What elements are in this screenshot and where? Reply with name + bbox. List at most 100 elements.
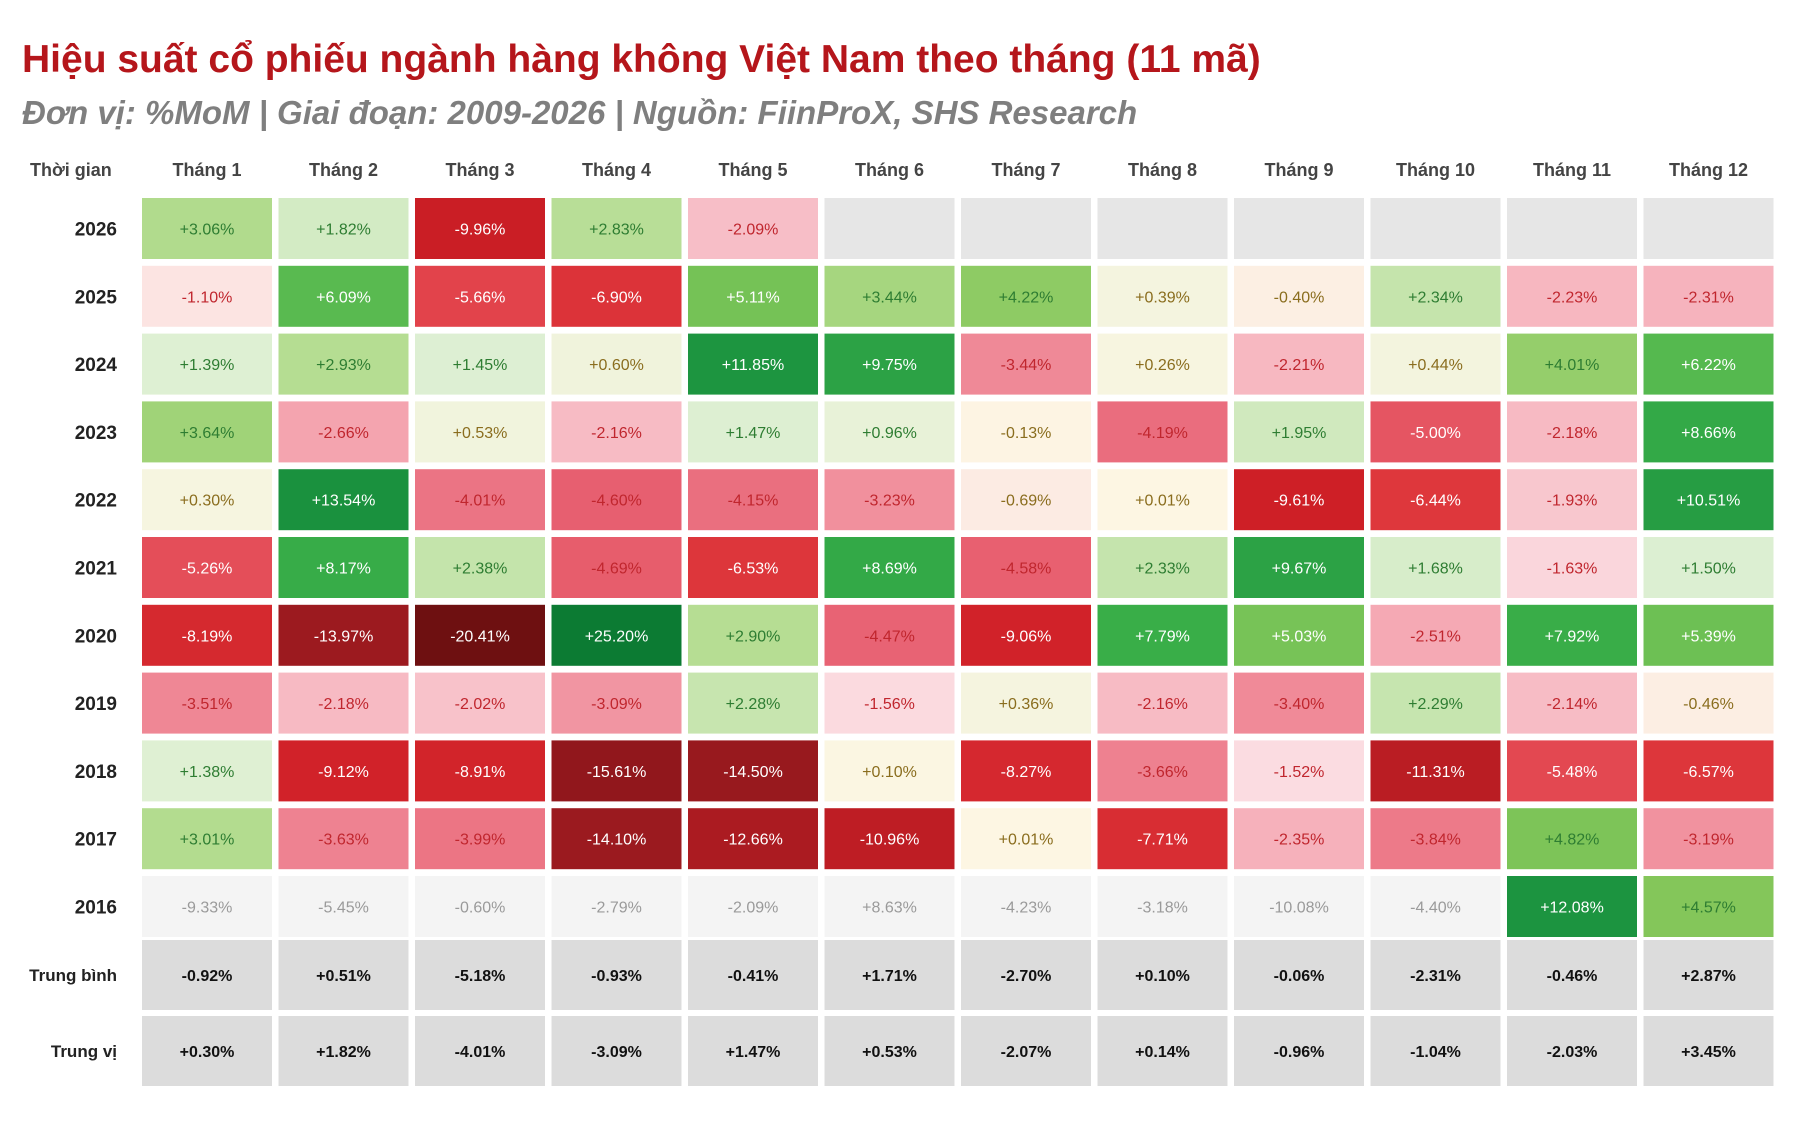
cell-label: -4.15% — [728, 493, 779, 510]
cell-label: +2.93% — [316, 357, 371, 374]
column-header: Tháng 10 — [1396, 160, 1475, 180]
cell-label: +0.53% — [453, 425, 508, 442]
cell-label: -4.01% — [455, 493, 506, 510]
cell-label: -2.21% — [1274, 357, 1325, 374]
heatmap-cell — [824, 876, 955, 937]
summary-cell-label: +0.53% — [862, 1044, 917, 1061]
heatmap-cell — [1370, 672, 1501, 734]
cell-label: +9.67% — [1272, 561, 1327, 578]
summary-cell-label: -4.01% — [455, 1044, 506, 1061]
heatmap-cell — [1643, 198, 1774, 259]
heatmap-cell — [961, 198, 1091, 259]
heatmap-cell — [415, 808, 545, 870]
summary-cell — [1370, 940, 1501, 1010]
heatmap-cell — [961, 265, 1091, 327]
cell-label: -10.08% — [1269, 900, 1329, 917]
summary-cell-label: -2.03% — [1547, 1044, 1598, 1061]
heatmap-cell — [1370, 808, 1501, 870]
heatmap-cell — [551, 401, 682, 463]
column-header: Tháng 4 — [582, 160, 651, 180]
summary-cell-label: +0.10% — [1135, 968, 1190, 985]
row-label: 2024 — [75, 355, 118, 376]
cell-label: -2.51% — [1410, 628, 1461, 645]
cell-label: -0.69% — [1001, 493, 1052, 510]
cell-label: -14.10% — [587, 832, 647, 849]
summary-cell — [1370, 1016, 1501, 1086]
heatmap-cell — [278, 198, 409, 259]
heatmap-cell — [415, 740, 545, 802]
summary-cell — [961, 940, 1091, 1010]
cell-label: +7.79% — [1135, 628, 1190, 645]
summary-cell-label: +0.30% — [180, 1044, 235, 1061]
heatmap-cell — [1097, 265, 1228, 327]
cell-label: -4.60% — [591, 493, 642, 510]
summary-cell — [278, 940, 409, 1010]
heatmap-cell — [551, 537, 682, 598]
cell-label: -15.61% — [587, 764, 647, 781]
cell-label: +2.38% — [453, 561, 508, 578]
heatmap-cell — [1643, 401, 1774, 463]
summary-cell-label: -0.46% — [1547, 968, 1598, 985]
heatmap-cell — [142, 876, 272, 937]
cell-label: -2.18% — [1547, 425, 1598, 442]
cell-label: -5.26% — [182, 561, 233, 578]
summary-cell-label: +1.71% — [862, 968, 917, 985]
cell-label: -9.33% — [182, 900, 233, 917]
summary-cell — [415, 940, 545, 1010]
heatmap-cell — [688, 469, 818, 531]
heatmap-cell — [142, 333, 272, 395]
cell-label: +6.22% — [1681, 357, 1736, 374]
summary-cell — [961, 1016, 1091, 1086]
cell-label: +8.63% — [862, 900, 917, 917]
column-header: Tháng 9 — [1264, 160, 1333, 180]
heatmap-cell — [1370, 265, 1501, 327]
heatmap-cell — [415, 604, 545, 666]
cell-label: +2.90% — [726, 628, 781, 645]
summary-cell — [1643, 940, 1774, 1010]
cell-label: -2.79% — [591, 900, 642, 917]
cell-label: -5.00% — [1410, 425, 1461, 442]
column-header: Tháng 3 — [445, 160, 514, 180]
column-header: Tháng 5 — [718, 160, 787, 180]
heatmap-cell — [824, 537, 955, 598]
cell-label: +4.57% — [1681, 900, 1736, 917]
cell-label: -2.09% — [728, 900, 779, 917]
cell-label: -3.63% — [318, 832, 369, 849]
summary-cell — [142, 1016, 272, 1086]
heatmap-cell — [142, 808, 272, 870]
heatmap-cell — [1370, 333, 1501, 395]
summary-cell-label: +2.87% — [1681, 968, 1736, 985]
cell-label: +2.28% — [726, 696, 781, 713]
heatmap-cell — [824, 265, 955, 327]
summary-cell-label: -3.09% — [591, 1044, 642, 1061]
cell-label: +1.82% — [316, 222, 371, 239]
heatmap-cell — [688, 333, 818, 395]
heatmap-cell — [1507, 537, 1637, 598]
summary-cell — [1507, 940, 1637, 1010]
cell-label: +4.22% — [999, 289, 1054, 306]
heatmap-cell — [961, 672, 1091, 734]
heatmap-cell — [415, 198, 545, 259]
cell-label: -0.13% — [1001, 425, 1052, 442]
cell-label: -5.66% — [455, 289, 506, 306]
heatmap-cell — [1097, 740, 1228, 802]
cell-label: +3.44% — [862, 289, 917, 306]
row-label: 2021 — [75, 559, 118, 580]
row-label: 2023 — [75, 423, 117, 444]
summary-cell-label: +0.51% — [316, 968, 371, 985]
heatmap-cell — [1234, 537, 1364, 598]
heatmap-cell — [1507, 604, 1637, 666]
summary-cell-label: +1.47% — [726, 1044, 781, 1061]
row-label: 2019 — [75, 694, 117, 715]
heatmap-cell — [1370, 401, 1501, 463]
heatmap-cell — [824, 740, 955, 802]
cell-label: -3.19% — [1683, 832, 1734, 849]
heatmap-cell — [551, 808, 682, 870]
heatmap-cell — [551, 198, 682, 259]
cell-label: -3.23% — [864, 493, 915, 510]
column-header: Tháng 11 — [1533, 160, 1611, 180]
cell-label: -0.60% — [455, 900, 506, 917]
cell-label: +12.08% — [1540, 900, 1604, 917]
heatmap-cell — [1234, 876, 1364, 937]
